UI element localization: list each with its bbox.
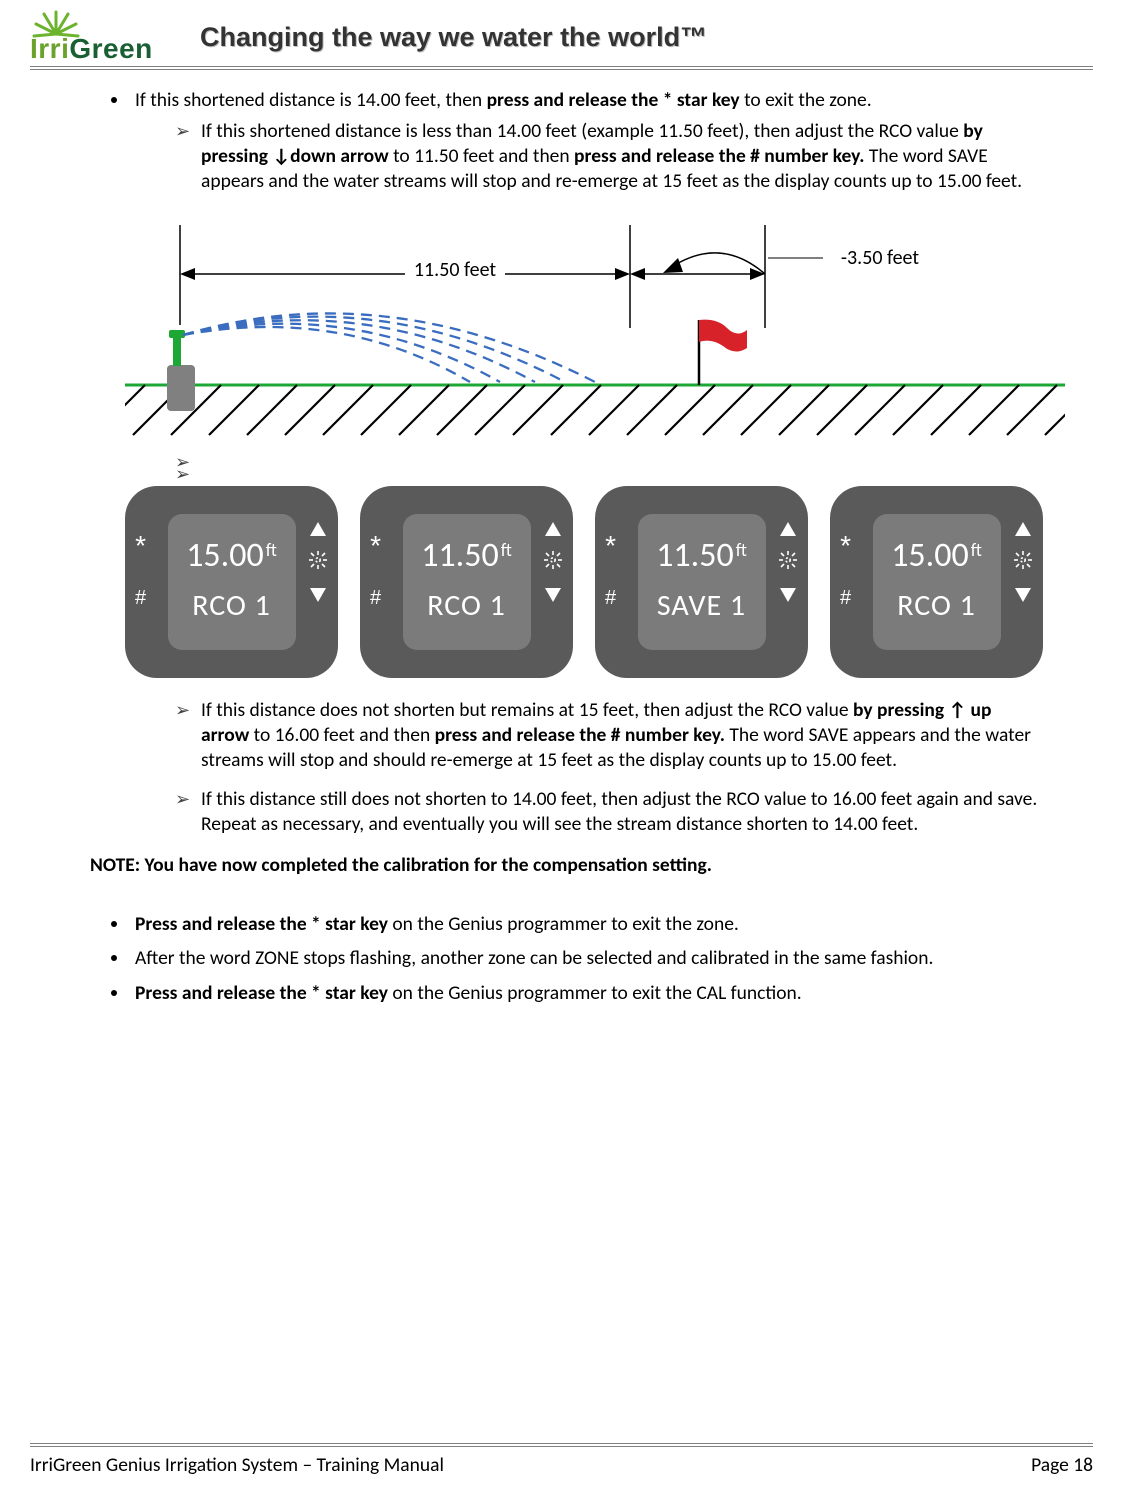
burst-icon [1013,550,1033,570]
page-header: IrriGreen Changing the way we water the … [30,15,1093,70]
star-key-icon: * [840,532,851,560]
lcd-mode: SAVE 1 [657,587,746,625]
lcd-value: 15.00ft [891,539,982,573]
down-arrow-icon [780,588,796,602]
up-arrow-icon [310,522,326,536]
sub-bullet-1a: If this shortened distance is less than … [175,119,1043,194]
measure-neg-3-50: -3.50 feet [841,246,920,270]
up-arrow-icon [545,522,561,536]
lcd-mode: RCO 1 [427,587,506,625]
page-footer: IrriGreen Genius Irrigation System – Tra… [30,1443,1093,1477]
flag-icon [699,319,747,351]
down-arrow-icon [1015,588,1031,602]
lcd-value: 11.50ft [421,539,512,573]
footer-title: IrriGreen Genius Irrigation System – Tra… [30,1453,444,1477]
completion-note: NOTE: You have now completed the calibra… [90,853,1043,878]
tagline: Changing the way we water the world™ [200,22,707,53]
empty-arrow-2 [175,462,1043,470]
water-streams-icon [183,313,595,382]
hash-key-icon: # [840,588,851,608]
lcd-mode: RCO 1 [192,587,271,625]
spray-diagram: 11.50 feet -3.50 feet [125,210,1033,450]
bullet-4: Press and release the * star key on the … [130,981,1043,1006]
logo: IrriGreen [30,15,190,60]
logo-text-green: Green [69,33,152,64]
up-arrow-icon [780,522,796,536]
burst-icon [543,550,563,570]
hash-key-icon: # [370,588,381,608]
lcd-mode: RCO 1 [897,587,976,625]
controller-sequence: * #15.00ft RCO 1 * #11.50ft RCO 1 * #11.50ft SAV… [125,486,1043,678]
hash-key-icon: # [135,588,146,608]
lcd-value: 11.50ft [656,539,747,573]
measure-11-50: 11.50 feet [414,258,497,282]
lcd-value: 15.00ft [186,539,277,573]
lcd-screen: 11.50ft RCO 1 [403,514,531,650]
lcd-screen: 11.50ft SAVE 1 [638,514,766,650]
sprinkler-head-icon [167,365,195,411]
hash-key-icon: # [605,588,616,608]
logo-text-irri: Irri [30,33,69,64]
sub-bullet-1c: If this distance still does not shorten … [175,787,1043,837]
bullet-1: If this shortened distance is 14.00 feet… [130,88,1043,837]
down-arrow-icon [310,588,326,602]
lcd-screen: 15.00ft RCO 1 [873,514,1001,650]
bullet-3: After the word ZONE stops flashing, anot… [130,946,1043,971]
controller-display: * #11.50ft SAVE 1 [595,486,808,678]
controller-display: * #15.00ft RCO 1 [830,486,1043,678]
burst-icon [308,550,328,570]
page-number: Page 18 [1031,1453,1093,1477]
up-arrow-icon [1015,522,1031,536]
controller-display: * #11.50ft RCO 1 [360,486,573,678]
star-key-icon: * [135,532,146,560]
lcd-screen: 15.00ft RCO 1 [168,514,296,650]
down-arrow-icon [545,588,561,602]
star-key-icon: * [370,532,381,560]
body-content: If this shortened distance is 14.00 feet… [30,88,1093,1006]
controller-display: * #15.00ft RCO 1 [125,486,338,678]
bullet-2: Press and release the * star key on the … [130,912,1043,937]
burst-icon [778,550,798,570]
sub-bullet-1b: If this distance does not shorten but re… [175,698,1043,773]
empty-arrow-1 [175,450,1043,458]
star-key-icon: * [605,532,616,560]
